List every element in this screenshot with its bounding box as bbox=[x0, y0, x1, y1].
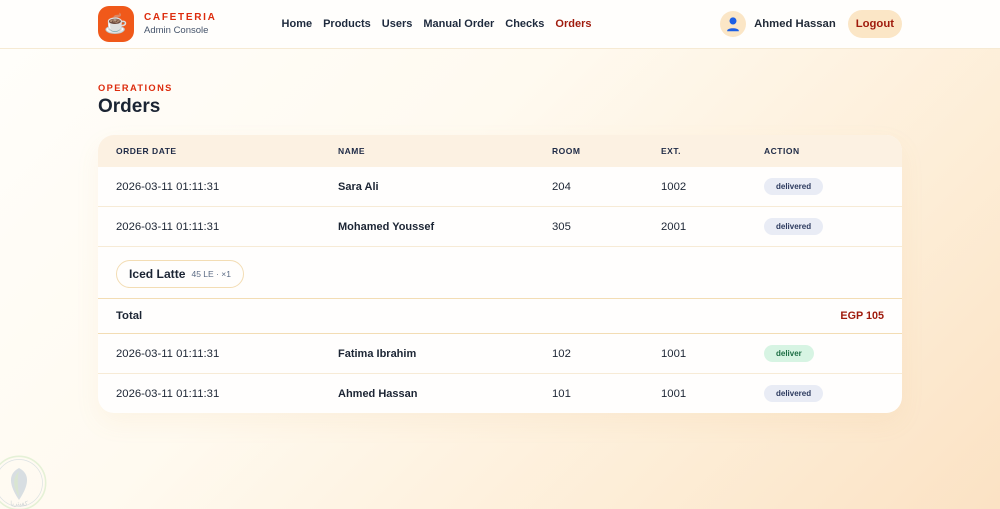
svg-text:كفيتريا: كفيتريا bbox=[10, 500, 27, 507]
